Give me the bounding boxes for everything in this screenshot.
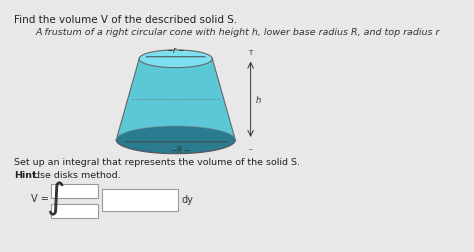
Text: V =: V = <box>31 194 49 204</box>
FancyBboxPatch shape <box>51 204 98 218</box>
Text: Use disks method.: Use disks method. <box>33 172 120 180</box>
Text: Set up an integral that represents the volume of the solid S.: Set up an integral that represents the v… <box>14 158 300 167</box>
Text: T: T <box>247 50 252 56</box>
Text: $h$: $h$ <box>255 94 262 105</box>
Text: $-R-$: $-R-$ <box>170 144 191 155</box>
FancyBboxPatch shape <box>51 184 98 198</box>
Text: A frustum of a right circular cone with height h, lower base radius R, and top r: A frustum of a right circular cone with … <box>36 28 440 37</box>
Text: $-r-$: $-r-$ <box>166 45 185 55</box>
Text: dy: dy <box>182 195 193 205</box>
FancyBboxPatch shape <box>102 189 178 211</box>
Text: _: _ <box>248 144 252 150</box>
Ellipse shape <box>139 50 212 68</box>
Text: Hint:: Hint: <box>14 172 40 180</box>
Ellipse shape <box>116 126 235 154</box>
Text: $\int$: $\int$ <box>46 180 64 218</box>
Text: Find the volume V of the described solid S.: Find the volume V of the described solid… <box>14 15 237 25</box>
PathPatch shape <box>116 59 235 140</box>
